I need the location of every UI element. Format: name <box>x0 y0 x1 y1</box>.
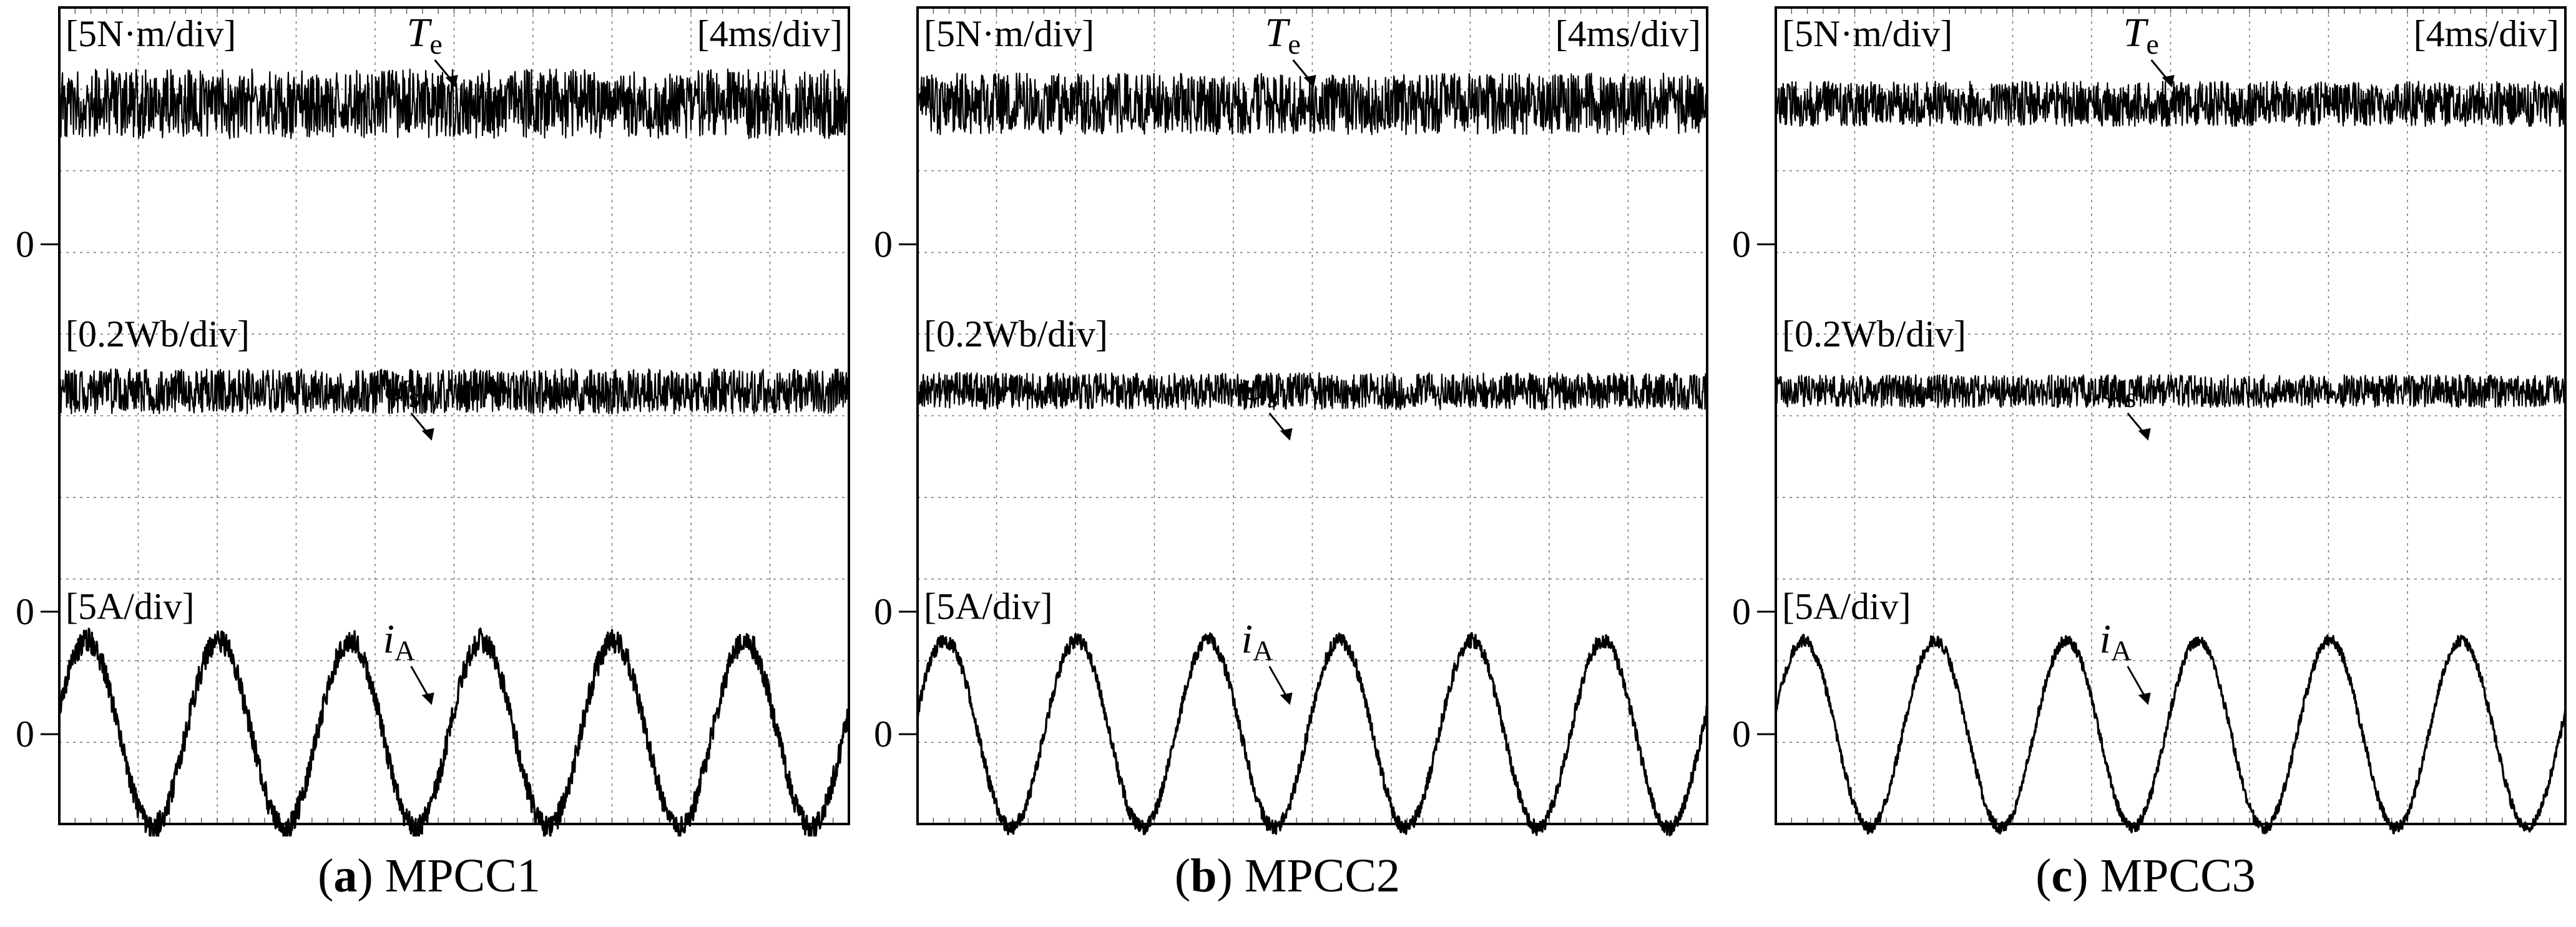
trace-torque <box>58 59 850 139</box>
waveform-flux <box>1775 374 2567 408</box>
zero-label: 0 <box>1732 591 1751 632</box>
signal-label-current: iA <box>2100 616 2132 666</box>
signal-label-flux: ψs <box>383 363 420 413</box>
signal-subscript: e <box>429 28 442 60</box>
caption-title: MPCC2 <box>1244 850 1401 902</box>
scale-label-current: [5A/div] <box>924 586 1053 627</box>
scale-label-flux: [0.2Wb/div] <box>1782 313 1966 355</box>
signal-label-torque: Te <box>2123 10 2159 60</box>
pointer-arrowhead <box>1280 428 1293 441</box>
trace-flux <box>1775 374 2567 441</box>
signal-label-flux: ψs <box>1241 363 1278 413</box>
waveform-flux <box>916 372 1708 411</box>
scale-label-current: [5A/div] <box>1782 586 1911 627</box>
signal-subscript: s <box>2125 381 2137 413</box>
panel-caption: (c) MPCC3 <box>2035 850 2256 902</box>
zero-label: 0 <box>16 223 34 265</box>
signal-symbol: T <box>407 10 433 56</box>
signal-label-flux: ψs <box>2100 363 2137 413</box>
pointer-arrowhead <box>2162 75 2175 87</box>
oscilloscope-screen: 0 0 0 [4ms/div] [5N·m/div] Te [0.2Wb/div] ψs [5A… <box>874 6 1708 836</box>
scale-label-flux: [0.2Wb/div] <box>66 313 250 355</box>
trace-current <box>58 627 850 836</box>
time-scale-label: [4ms/div] <box>697 13 843 54</box>
signal-subscript: A <box>2111 634 2132 666</box>
waveform-torque <box>916 72 1708 135</box>
grid <box>917 7 1708 824</box>
caption-title: MPCC3 <box>2100 850 2256 902</box>
trace-flux <box>58 368 850 441</box>
scale-label-torque: [5N·m/div] <box>924 13 1094 54</box>
waveform-current <box>58 627 850 836</box>
panel-a: 0 0 0 [4ms/div] [5N·m/div] Te [0.2Wb/div] ψs [5A… <box>0 0 858 927</box>
pointer-arrowhead <box>2138 692 2151 705</box>
panel-caption: (a) MPCC1 <box>318 850 541 902</box>
scale-label-torque: [5N·m/div] <box>1782 13 1952 54</box>
zero-label: 0 <box>1732 223 1751 265</box>
signal-subscript: s <box>1267 381 1278 413</box>
scale-label-torque: [5N·m/div] <box>66 13 236 54</box>
scale-label-flux: [0.2Wb/div] <box>924 313 1108 355</box>
pointer-arrowhead <box>421 428 434 441</box>
time-scale-label: [4ms/div] <box>2414 13 2559 54</box>
waveform-flux <box>58 368 850 414</box>
signal-symbol: i <box>2100 616 2111 662</box>
trace-current <box>1775 634 2567 835</box>
trace-flux <box>916 372 1708 441</box>
pointer-arrowhead <box>2138 428 2151 441</box>
waveform-current <box>1775 634 2567 835</box>
signal-symbol: ψ <box>2100 363 2126 409</box>
waveform-torque <box>58 68 850 139</box>
zero-label: 0 <box>874 714 893 755</box>
zero-label: 0 <box>874 591 893 632</box>
signal-subscript: A <box>394 634 415 666</box>
signal-label-torque: Te <box>1265 10 1301 60</box>
grid <box>1775 7 2566 824</box>
oscilloscope-screen: 0 0 0 [4ms/div] [5N·m/div] Te [0.2Wb/div] ψs [5A… <box>16 6 850 836</box>
signal-subscript: A <box>1253 634 1273 666</box>
trace-torque <box>916 59 1708 135</box>
zero-label: 0 <box>1732 714 1751 755</box>
panel-b: 0 0 0 [4ms/div] [5N·m/div] Te [0.2Wb/div] ψs [5A… <box>858 0 1717 927</box>
panel-caption: (b) MPCC2 <box>1174 850 1401 902</box>
trace-current <box>916 632 1708 836</box>
signal-subscript: e <box>2146 28 2158 60</box>
screen-border <box>916 6 1708 825</box>
signal-label-current: iA <box>383 616 416 666</box>
pointer-arrowhead <box>1280 692 1293 705</box>
waveform-current <box>916 632 1708 836</box>
scale-label-current: [5A/div] <box>66 586 195 627</box>
signal-symbol: ψ <box>383 363 409 409</box>
signal-label-current: iA <box>1241 616 1274 666</box>
signal-subscript: s <box>409 381 420 413</box>
caption-letter: b <box>1190 850 1217 902</box>
oscilloscope-screen: 0 0 0 [4ms/div] [5N·m/div] Te [0.2Wb/div] ψs [5A… <box>1732 6 2567 835</box>
panel-c: 0 0 0 [4ms/div] [5N·m/div] Te [0.2Wb/div] ψs [5A… <box>1717 0 2575 927</box>
signal-label-torque: Te <box>407 10 443 60</box>
screen-border <box>1775 6 2567 825</box>
signal-symbol: i <box>1241 616 1253 662</box>
signal-symbol: T <box>2123 10 2149 56</box>
caption-title: MPCC1 <box>384 850 541 902</box>
caption-letter: a <box>333 850 358 902</box>
waveform-torque <box>1775 81 2567 127</box>
zero-label: 0 <box>874 223 893 265</box>
screen-border <box>58 6 850 825</box>
zero-label: 0 <box>16 714 34 755</box>
caption-letter: c <box>2051 850 2073 902</box>
signal-symbol: i <box>383 616 394 662</box>
trace-torque <box>1775 59 2567 127</box>
signal-symbol: T <box>1265 10 1291 56</box>
time-scale-label: [4ms/div] <box>1555 13 1701 54</box>
signal-subscript: e <box>1288 28 1300 60</box>
zero-label: 0 <box>16 591 34 632</box>
pointer-arrowhead <box>421 692 434 705</box>
signal-symbol: ψ <box>1241 363 1268 409</box>
